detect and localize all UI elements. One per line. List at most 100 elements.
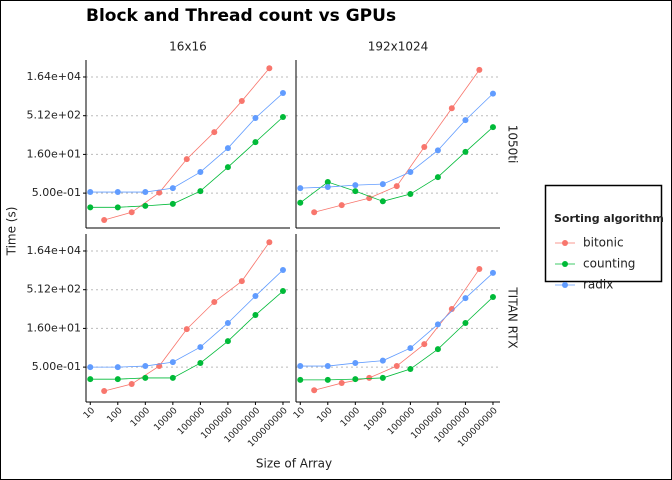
data-point <box>338 380 345 387</box>
data-point <box>421 144 428 151</box>
facet-col-label: 192x1024 <box>368 40 429 54</box>
data-point <box>183 326 190 333</box>
data-point <box>87 204 94 211</box>
series-line <box>90 92 284 193</box>
data-point <box>297 185 304 192</box>
data-point <box>489 124 496 131</box>
data-point <box>324 376 331 383</box>
legend-label: radix <box>583 278 613 292</box>
data-point <box>114 204 121 211</box>
data-point <box>407 191 414 198</box>
data-point <box>169 359 176 366</box>
data-point <box>266 65 273 72</box>
data-point <box>352 188 359 195</box>
data-point <box>211 129 218 136</box>
series-line <box>300 126 494 204</box>
data-point <box>379 198 386 205</box>
data-point <box>279 288 286 295</box>
data-point <box>252 293 259 300</box>
data-point <box>252 312 259 319</box>
data-point <box>379 374 386 381</box>
data-point <box>142 189 149 196</box>
data-point <box>379 181 386 188</box>
series-line <box>90 290 284 380</box>
data-point <box>238 98 245 105</box>
data-point <box>448 105 455 112</box>
data-point <box>224 319 231 326</box>
y-axis-label: Time (s) <box>5 207 19 257</box>
facet-row-label: 1050ti <box>506 125 520 164</box>
data-point <box>279 114 286 121</box>
data-point <box>489 269 496 276</box>
data-point <box>87 189 94 196</box>
data-point <box>338 202 345 209</box>
data-point <box>169 374 176 381</box>
data-point <box>266 239 273 246</box>
data-point <box>87 376 94 383</box>
data-point <box>279 90 286 97</box>
data-point <box>421 341 428 348</box>
data-point <box>352 182 359 189</box>
data-point <box>434 174 441 181</box>
data-point <box>434 321 441 328</box>
data-point <box>489 90 496 97</box>
data-point <box>311 387 318 394</box>
y-tick-label: 1.64e+04 <box>27 70 81 83</box>
data-point <box>169 200 176 207</box>
data-point <box>434 147 441 154</box>
data-point <box>434 346 441 353</box>
y-tick-label: 1.64e+04 <box>27 244 81 257</box>
data-point <box>324 179 331 186</box>
data-point <box>114 376 121 383</box>
series-line <box>90 116 284 208</box>
legend-point <box>562 282 568 288</box>
legend-point <box>562 261 568 267</box>
data-point <box>324 184 331 191</box>
data-point <box>407 366 414 373</box>
data-point <box>128 209 135 216</box>
data-point <box>169 185 176 192</box>
data-point <box>183 156 190 163</box>
data-point <box>252 139 259 146</box>
legend-label: bitonic <box>583 236 624 250</box>
data-point <box>101 387 108 394</box>
data-point <box>224 145 231 152</box>
legend-label: counting <box>583 257 635 271</box>
data-point <box>379 357 386 364</box>
data-point <box>224 338 231 345</box>
data-point <box>101 217 108 224</box>
data-point <box>142 374 149 381</box>
y-tick-label: 5.12e+02 <box>27 283 81 296</box>
data-point <box>197 344 204 351</box>
data-point <box>352 360 359 367</box>
series-line <box>300 272 494 367</box>
facet-row-label: TITAN RTX <box>506 286 520 348</box>
chart-title: Block and Thread count vs GPUs <box>86 6 396 26</box>
data-point <box>393 363 400 370</box>
data-point <box>224 164 231 171</box>
data-point <box>142 363 149 370</box>
y-tick-label: 1.60e+01 <box>27 147 81 160</box>
legend-title: Sorting algorithm <box>554 212 664 225</box>
series-line <box>300 296 494 381</box>
data-point <box>114 189 121 196</box>
data-point <box>142 202 149 209</box>
data-point <box>197 169 204 176</box>
data-point <box>297 199 304 206</box>
facet-col-label: 16x16 <box>169 40 207 54</box>
data-point <box>311 209 318 216</box>
x-axis-label: Size of Array <box>256 457 332 471</box>
data-point <box>197 188 204 195</box>
data-point <box>407 169 414 176</box>
data-point <box>87 364 94 371</box>
series-line <box>300 93 494 189</box>
legend-point <box>562 240 568 246</box>
data-point <box>476 266 483 273</box>
data-point <box>114 364 121 371</box>
data-point <box>462 148 469 155</box>
data-point <box>448 305 455 312</box>
data-point <box>197 360 204 367</box>
data-point <box>279 266 286 273</box>
